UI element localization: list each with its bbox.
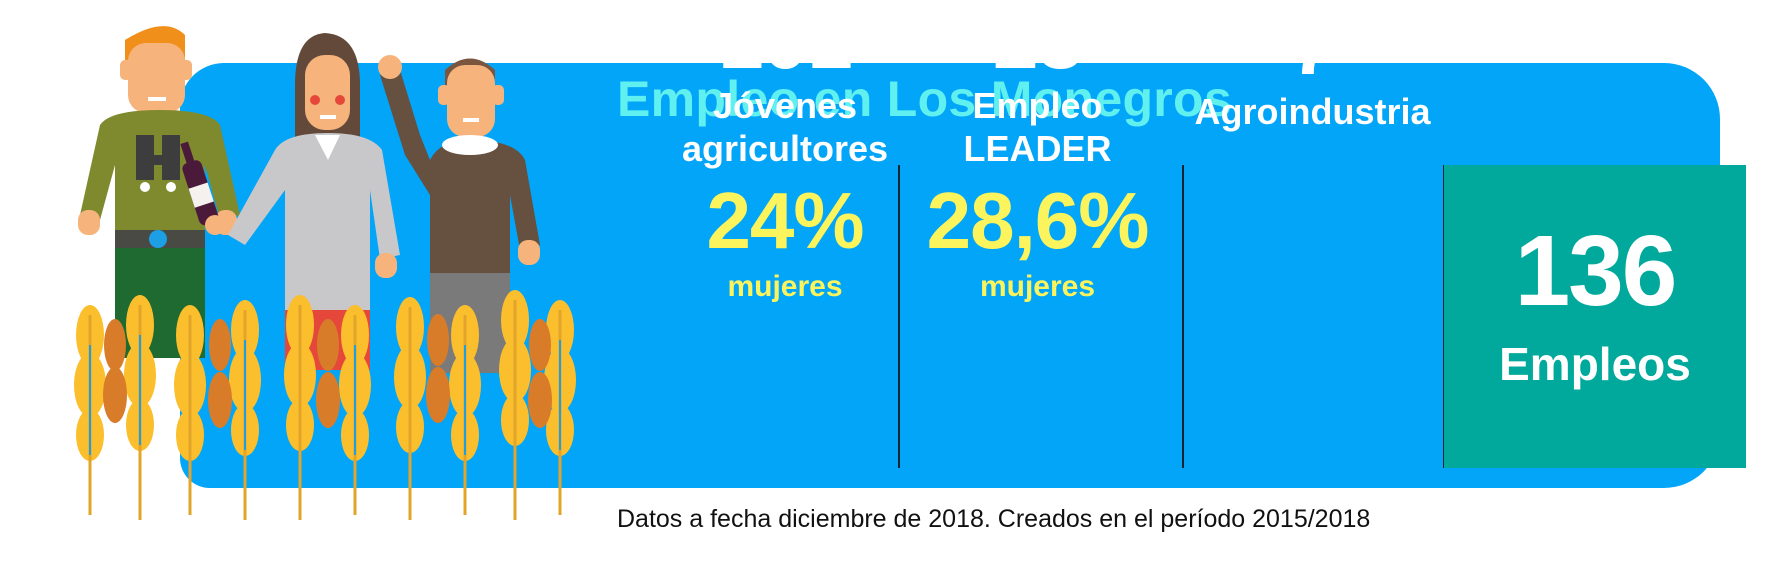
total-value: 136 (1514, 215, 1678, 327)
people-illustration (74, 26, 576, 520)
stat-value: 7 (1290, 1, 1336, 92)
column-divider (1182, 165, 1184, 468)
wheat-field-icon (74, 290, 576, 520)
total-label: Empleos (1499, 338, 1691, 390)
farmer-with-binoculars-icon (78, 26, 240, 358)
stat-value: 101 (718, 0, 853, 86)
stat-label-line1: Agroindustria (1194, 91, 1431, 132)
stat-label-line1: Empleo (972, 85, 1103, 126)
stat-label-line2: LEADER (963, 128, 1112, 169)
footnote: Datos a fecha diciembre de 2018. Creados… (617, 505, 1371, 533)
stat-label-line2: agricultores (681, 128, 889, 169)
stat-label-line1: Jóvenes (712, 85, 858, 126)
stat-percent: 24% (706, 176, 864, 265)
column-divider (898, 165, 900, 468)
page-title: Empleo en Los Monegros (617, 71, 1232, 127)
stat-percent-label: mujeres (979, 270, 1096, 303)
stat-percent-label: mujeres (727, 270, 843, 303)
stat-percent: 28,6% (926, 176, 1150, 265)
woman-with-wine-bottle-icon (180, 33, 400, 370)
total-employment-box: 136 Empleos (1444, 165, 1746, 468)
stat-value: 28 (992, 0, 1083, 86)
